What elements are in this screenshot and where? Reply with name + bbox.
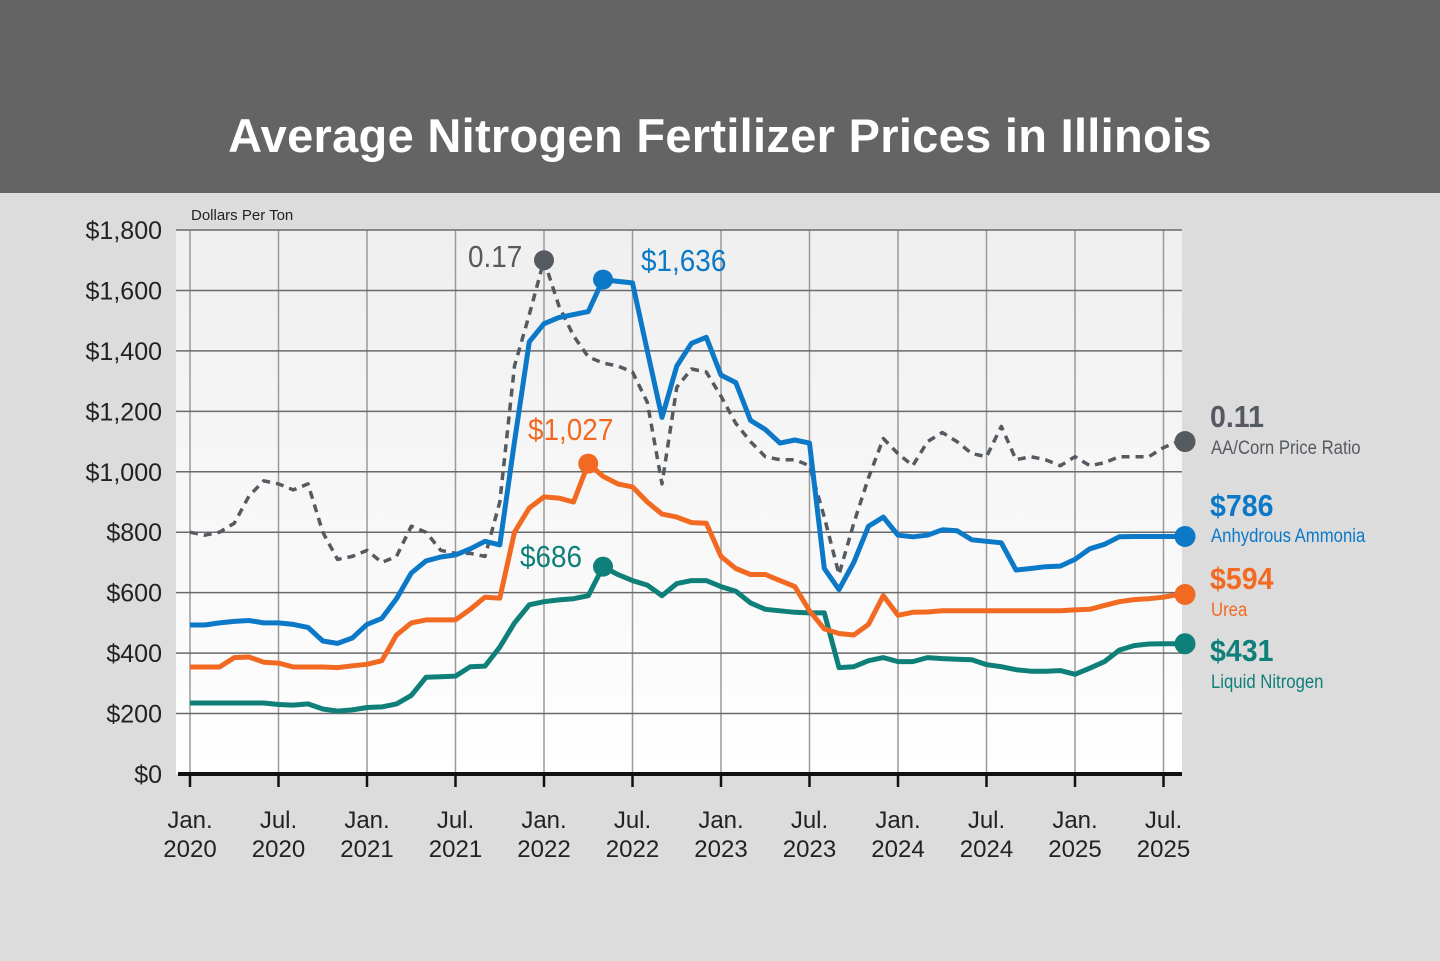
end-value-ratio: 0.11 — [1210, 399, 1264, 434]
end-dot-urea — [1174, 583, 1196, 605]
peak-dot-ratio — [534, 250, 554, 271]
annotation-urea-peak: $1,027 — [528, 412, 614, 447]
y-tick-label: $0 — [134, 761, 162, 789]
end-dot-liquid — [1174, 633, 1196, 655]
series-line-ratio — [189, 258, 1179, 577]
x-tick-label-month: Jan. — [698, 807, 743, 834]
x-tick-label-year: 2024 — [871, 836, 924, 863]
x-tick-label-month: Jan. — [521, 807, 566, 834]
x-tick-label-month: Jul. — [437, 807, 474, 834]
y-tick-label: $800 — [106, 519, 162, 547]
x-tick-label-year: 2021 — [340, 836, 393, 863]
x-tick-label-year: 2025 — [1137, 836, 1190, 863]
x-tick-label-month: Jan. — [344, 807, 389, 834]
y-tick-label: $200 — [106, 701, 162, 729]
x-tick-label-month: Jan. — [875, 807, 920, 834]
chart-title: Average Nitrogen Fertilizer Prices in Il… — [228, 109, 1212, 162]
end-dot-ratio — [1174, 431, 1196, 453]
end-dot-anhydrous — [1174, 525, 1196, 547]
y-tick-label: $1,000 — [86, 459, 162, 487]
x-tick-label-year: 2022 — [517, 836, 570, 863]
x-tick-label-year: 2021 — [429, 836, 482, 863]
y-tick-label: $1,400 — [86, 338, 162, 366]
plot-area — [176, 230, 1182, 774]
end-value-liquid: $431 — [1210, 633, 1274, 668]
x-tick-label-year: 2023 — [783, 836, 836, 863]
legend-label-ratio: AA/Corn Price Ratio — [1211, 438, 1361, 459]
end-value-urea: $594 — [1210, 561, 1274, 596]
x-tick-label-month: Jan. — [1052, 807, 1097, 834]
x-tick-label-month: Jul. — [614, 807, 651, 834]
annotation-ratio-peak: 0.17 — [468, 239, 523, 274]
legend-label-liquid: Liquid Nitrogen — [1211, 672, 1324, 693]
y-tick-label: $600 — [106, 580, 162, 608]
peak-dot-anhydrous — [593, 269, 613, 290]
legend-label-urea: Urea — [1211, 600, 1248, 621]
x-tick-label-month: Jul. — [1145, 807, 1182, 834]
y-tick-label: $1,200 — [86, 398, 162, 426]
annotation-anhydrous-peak: $1,636 — [641, 243, 727, 278]
x-tick-label-year: 2020 — [252, 836, 305, 863]
series-line-urea — [190, 461, 1179, 671]
x-tick-label-year: 2020 — [163, 836, 216, 863]
series-line-anhydrous — [190, 277, 1179, 646]
y-tick-label: $400 — [106, 640, 162, 668]
x-tick-label-year: 2023 — [694, 836, 747, 863]
x-tick-label-month: Jan. — [167, 807, 212, 834]
x-tick-label-year: 2024 — [960, 836, 1013, 863]
x-tick-label-year: 2025 — [1048, 836, 1101, 863]
y-tick-label: $1,800 — [86, 217, 162, 245]
x-tick-label-year: 2022 — [606, 836, 659, 863]
series-line-liquid — [190, 564, 1179, 714]
y-tick-label: $1,600 — [86, 277, 162, 305]
x-tick-label-month: Jul. — [260, 807, 297, 834]
annotation-liquid-peak: $686 — [520, 539, 583, 574]
y-axis-unit-label: Dollars Per Ton — [191, 207, 294, 224]
x-tick-label-month: Jul. — [968, 807, 1005, 834]
legend-label-anhydrous: Anhydrous Ammonia — [1211, 526, 1366, 547]
peak-dot-urea — [578, 453, 599, 474]
peak-dot-liquid — [593, 556, 613, 577]
end-value-anhydrous: $786 — [1210, 488, 1274, 523]
title-banner: Average Nitrogen Fertilizer Prices in Il… — [0, 0, 1440, 193]
x-tick-label-month: Jul. — [791, 807, 828, 834]
